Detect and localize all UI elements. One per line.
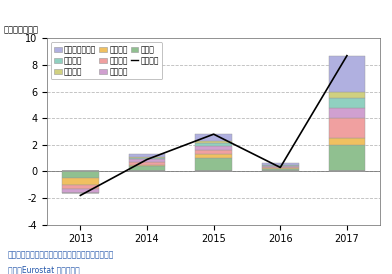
Bar [262,168,299,169]
Bar [129,159,165,162]
Bar [129,165,165,166]
Bar [129,162,165,165]
Bar [195,134,232,141]
Bar [62,185,99,189]
Bar [129,166,165,172]
Bar [129,154,165,157]
Bar [62,189,99,193]
Legend: その他ユーロ圈, スペイン, ベルギー, イタリア, フランス, オランダ, ドイツ, ユーロ圈: その他ユーロ圈, スペイン, ベルギー, イタリア, フランス, オランダ, ド… [51,42,162,79]
Bar [262,165,299,166]
Bar [129,157,165,158]
Bar [195,144,232,146]
Text: （前年比、％）: （前年比、％） [4,25,39,34]
Bar [328,138,365,145]
Bar [62,178,99,185]
Bar [328,98,365,108]
Bar [262,164,299,165]
Bar [195,158,232,172]
Bar [195,154,232,158]
Bar [328,145,365,172]
Bar [195,141,232,144]
Bar [328,118,365,138]
Text: 備考：各国の対世界輸入額合計（ユーロベース）。: 備考：各国の対世界輸入額合計（ユーロベース）。 [8,251,114,260]
Bar [262,169,299,172]
Bar [262,166,299,167]
Bar [262,167,299,168]
Bar [195,150,232,154]
Bar [328,56,365,92]
Bar [62,172,99,178]
Bar [328,108,365,118]
Bar [195,146,232,150]
Bar [129,158,165,159]
Text: 資料：Eurostat から作成。: 資料：Eurostat から作成。 [8,266,80,274]
Bar [328,92,365,98]
